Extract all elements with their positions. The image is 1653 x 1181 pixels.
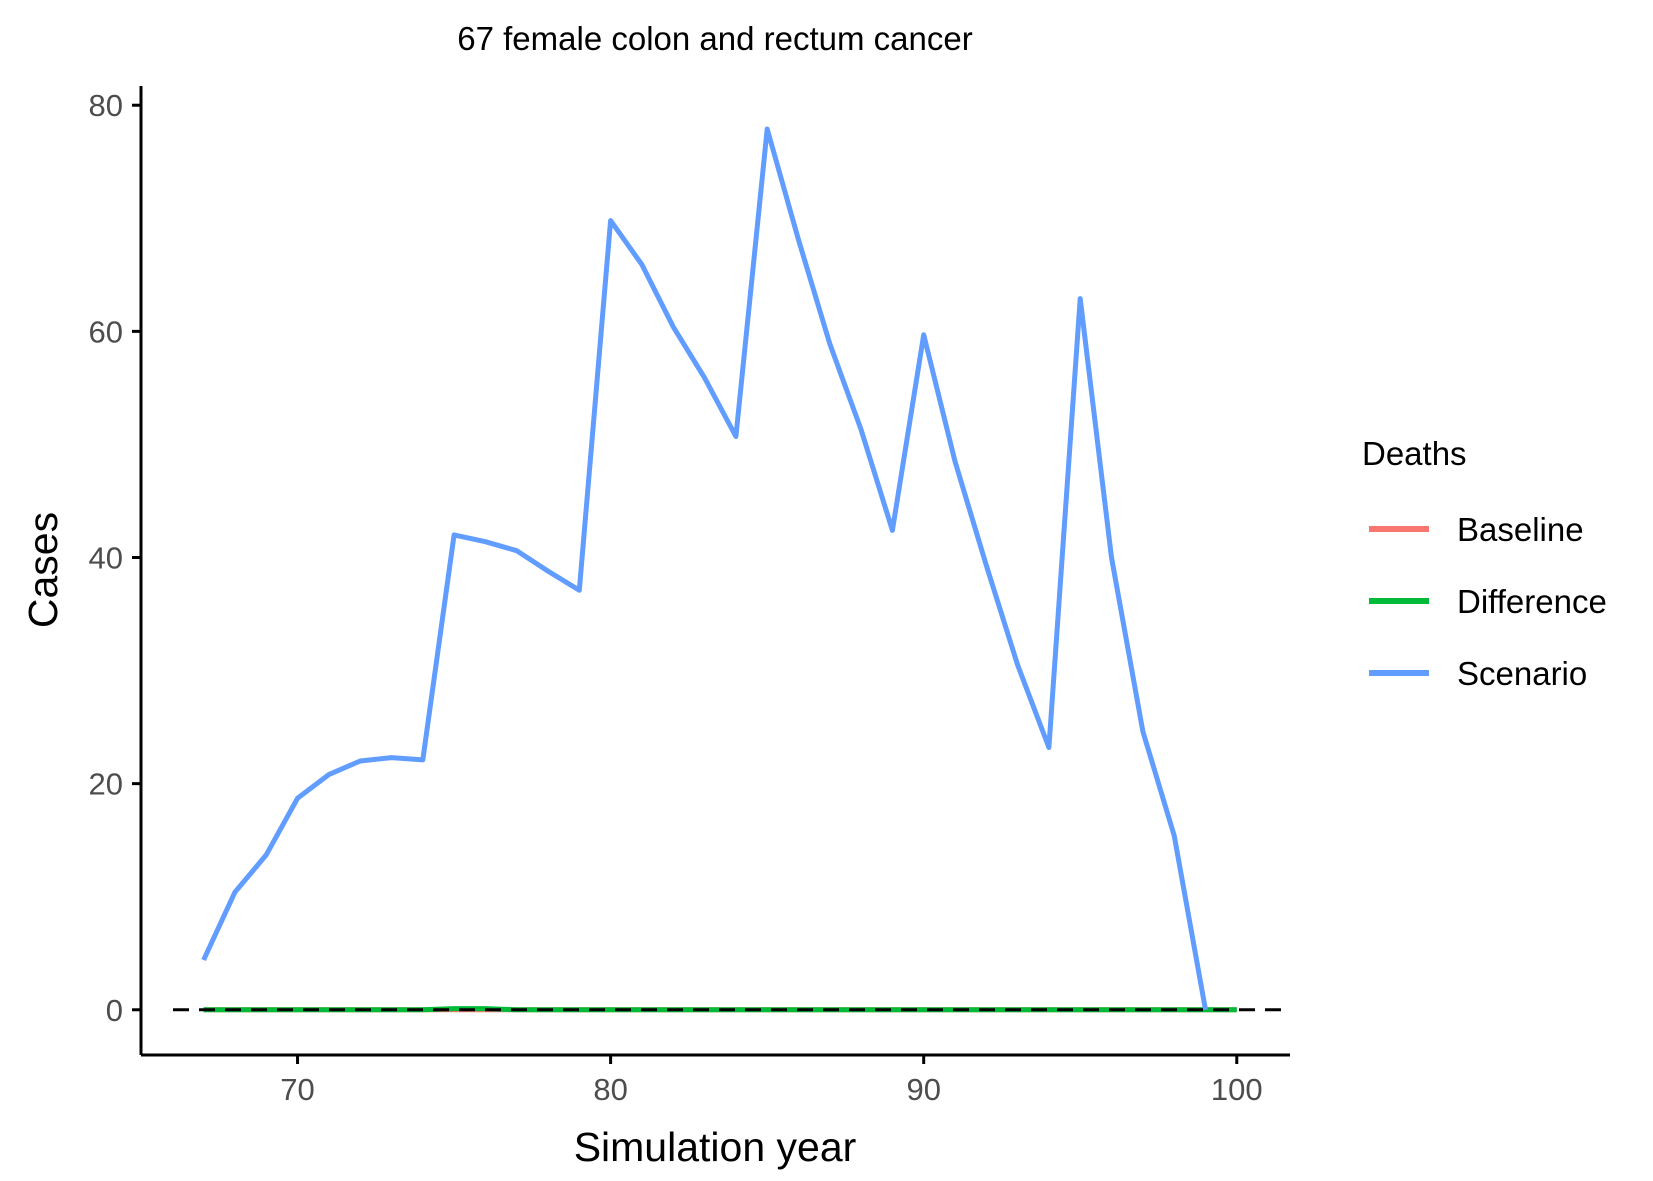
x-tick-label: 70 [280, 1072, 314, 1107]
legend-label-baseline: Baseline [1457, 511, 1584, 548]
legend-label-difference: Difference [1457, 583, 1607, 620]
legend-title: Deaths [1362, 435, 1467, 472]
y-axis-ticks: 0 20 40 60 80 [89, 88, 141, 1028]
x-tick-label: 90 [906, 1072, 940, 1107]
plot-area [173, 126, 1290, 1013]
legend-label-scenario: Scenario [1457, 655, 1587, 692]
y-tick-label: 80 [89, 88, 123, 123]
y-axis-title: Cases [20, 512, 66, 628]
y-tick-label: 0 [106, 993, 123, 1028]
chart-title: 67 female colon and rectum cancer [457, 20, 972, 57]
x-axis-title: Simulation year [574, 1124, 857, 1170]
legend-items: Baseline Difference Scenario [1369, 511, 1607, 692]
y-tick-label: 40 [89, 540, 123, 575]
x-tick-label: 80 [593, 1072, 627, 1107]
series-layer [201, 126, 1237, 1013]
series-line-scenario [201, 126, 1208, 1011]
x-tick-label: 100 [1211, 1072, 1263, 1107]
y-tick-label: 20 [89, 767, 123, 802]
legend: Deaths Baseline Difference Scenario [1362, 435, 1607, 692]
x-axis-ticks: 70 80 90 100 [280, 1055, 1263, 1107]
y-tick-label: 60 [89, 314, 123, 349]
